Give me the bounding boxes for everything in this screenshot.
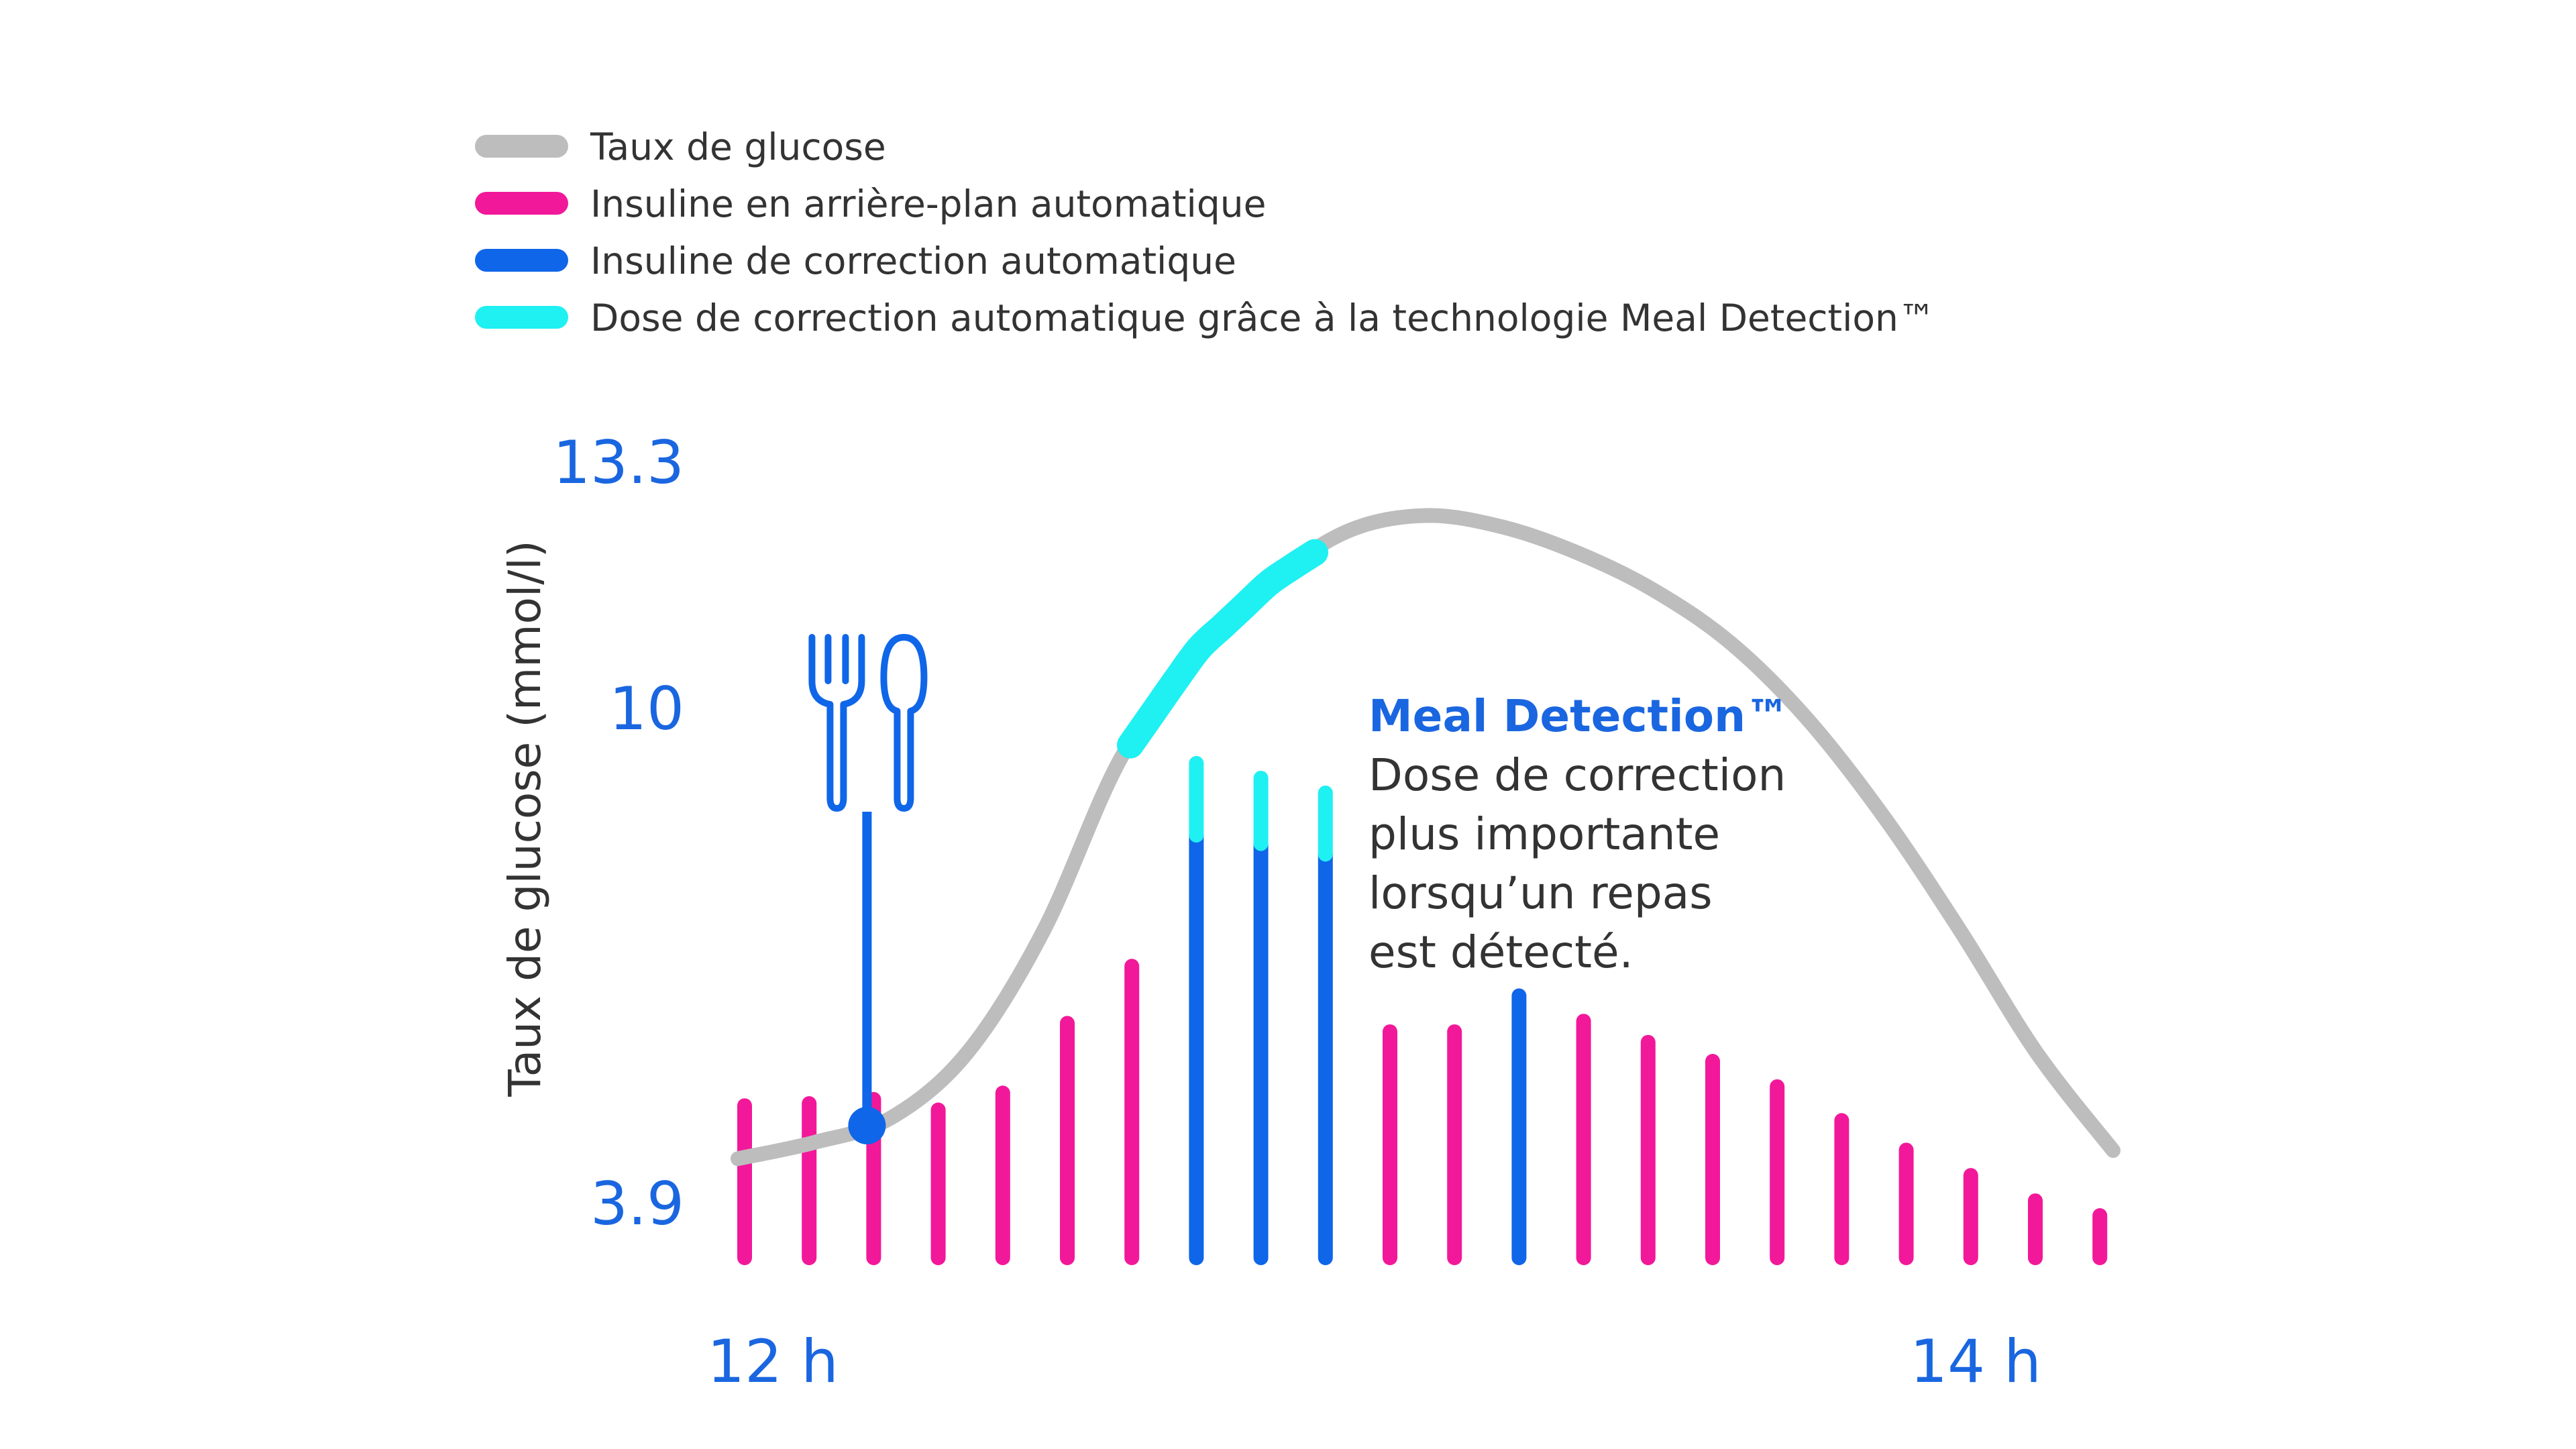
meal-detection-highlight <box>1117 539 1328 759</box>
annotation-line-4: est détecté. <box>1368 926 1633 978</box>
x-tick-14h: 14 h <box>1910 1327 2041 1396</box>
meal-detection-annotation: Meal Detection™ Dose de correction plus … <box>1368 690 1790 978</box>
annotation-line-1: Dose de correction <box>1368 749 1786 801</box>
x-tick-12h: 12 h <box>707 1327 839 1396</box>
fork-spoon-icon <box>808 634 928 812</box>
y-tick-10: 10 <box>609 674 684 743</box>
y-tick-13-3: 13.3 <box>553 428 684 497</box>
annotation-line-3: lorsqu’un repas <box>1368 867 1713 919</box>
legend-label-basal: Insuline en arrière-plan automatique <box>590 182 1266 225</box>
legend-label-correction: Insuline de correction automatique <box>590 239 1236 282</box>
meal-marker <box>808 634 928 1144</box>
y-axis-label: Taux de glucose (mmol/l) <box>499 540 551 1097</box>
legend-label-meal-detection: Dose de correction automatique grâce à l… <box>590 297 1935 339</box>
legend: Taux de glucose Insuline en arrière-plan… <box>475 125 1935 339</box>
glucose-curve <box>731 508 2121 1167</box>
annotation-title: Meal Detection™ <box>1368 690 1790 742</box>
legend-label-glucose: Taux de glucose <box>590 125 886 168</box>
y-tick-3-9: 3.9 <box>590 1169 684 1238</box>
annotation-line-2: plus importante <box>1368 808 1720 860</box>
insulin-bars <box>737 755 2108 1265</box>
meal-marker-dot <box>848 1106 886 1144</box>
